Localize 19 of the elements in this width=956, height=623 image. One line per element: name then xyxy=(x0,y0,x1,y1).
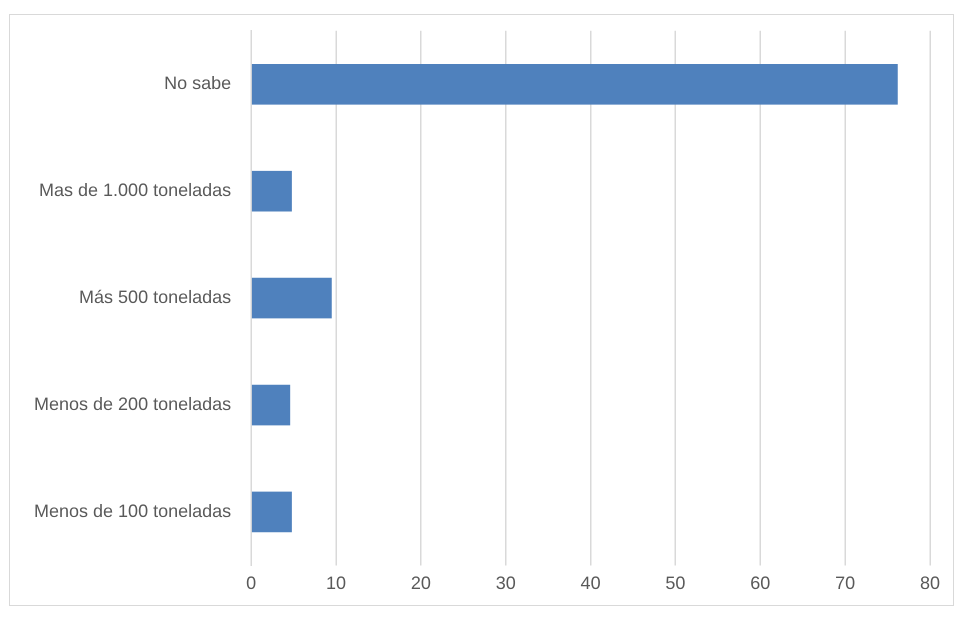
x-tick-label: 10 xyxy=(326,573,346,594)
bar xyxy=(252,170,292,212)
x-tick-label: 20 xyxy=(410,573,431,594)
y-tick-label: Mas de 1.000 toneladas xyxy=(39,180,232,200)
x-tick-label: 40 xyxy=(580,573,601,594)
x-tick-label: 60 xyxy=(750,573,770,594)
x-tick-label: 30 xyxy=(496,573,516,594)
x-tick-label: 80 xyxy=(920,573,940,594)
x-tick-label: 70 xyxy=(835,573,856,594)
x-tick-label: 0 xyxy=(246,573,256,594)
bar xyxy=(252,278,332,318)
y-tick-label: Más 500 toneladas xyxy=(79,287,232,308)
bar xyxy=(252,64,898,105)
x-tick-label: 50 xyxy=(665,573,686,594)
bar xyxy=(252,384,290,426)
y-tick-label: No sabe xyxy=(164,73,232,94)
bar xyxy=(252,492,292,532)
y-tick-label: Menos de 100 toneladas xyxy=(34,500,232,521)
y-tick-label: Menos de 200 toneladas xyxy=(34,394,232,414)
